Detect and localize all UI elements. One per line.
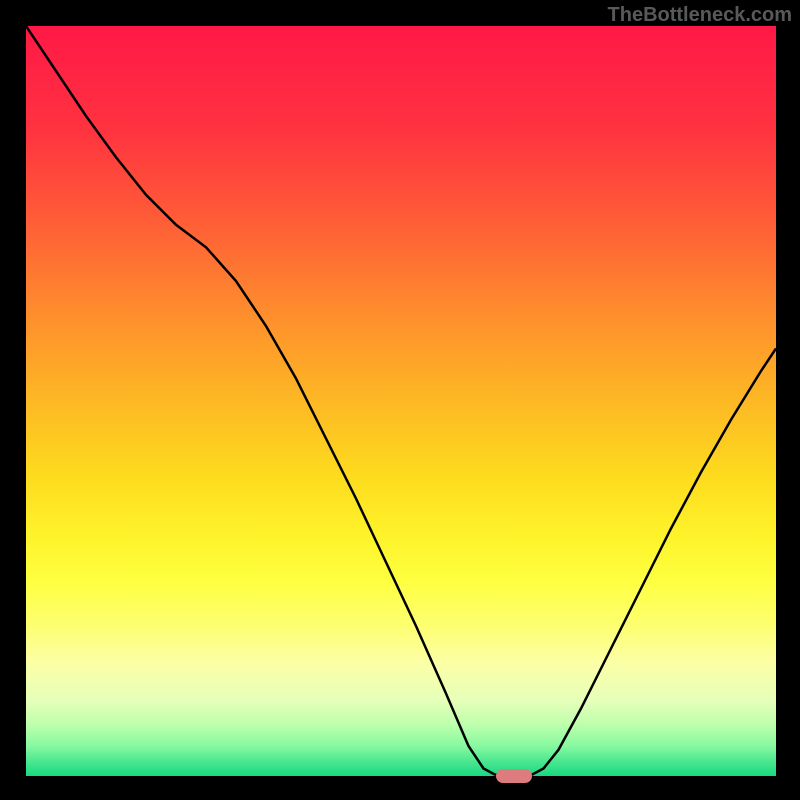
watermark-label: TheBottleneck.com: [608, 4, 792, 27]
chart-container: TheBottleneck.com: [0, 0, 800, 800]
plot-area: [26, 26, 776, 776]
bottleneck-curve: [26, 26, 776, 776]
optimal-marker: [496, 769, 532, 783]
